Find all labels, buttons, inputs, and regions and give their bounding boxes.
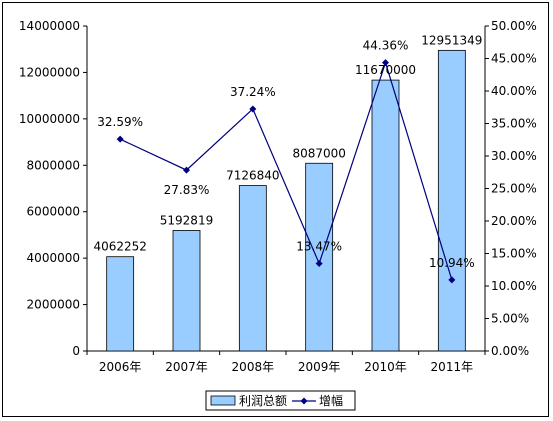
line-data-label: 44.36% (363, 39, 409, 53)
legend: 利润总额 增幅 (205, 390, 356, 411)
bar-data-label: 7126840 (226, 169, 279, 183)
y-left-tick-label: 8000000 (27, 158, 80, 172)
x-tick-label: 2011年 (431, 360, 474, 374)
y-right-tick-label: 0.00% (491, 344, 529, 358)
y-right-tick-label: 35.00% (491, 117, 537, 131)
line-point-marker (315, 259, 323, 267)
line-series-path (119, 60, 453, 281)
y-left-tick-label: 14000000 (19, 19, 80, 33)
line-layer (116, 59, 456, 284)
y-left-tick-label: 12000000 (19, 65, 80, 79)
line-data-label: 13.47% (296, 239, 342, 253)
bar-data-label: 8087000 (292, 146, 345, 160)
x-tick-label: 2007年 (165, 360, 208, 374)
line-point-marker (249, 105, 257, 113)
y-right-tick-label: 15.00% (491, 247, 537, 261)
bar-data-label: 4062252 (93, 240, 146, 254)
legend-label-line: 增幅 (319, 393, 343, 408)
legend-swatch-marker (300, 397, 308, 405)
line-point-marker (448, 276, 456, 284)
y-right-tick-label: 25.00% (491, 182, 537, 196)
bar (437, 49, 466, 352)
x-tick-label: 2008年 (232, 360, 275, 374)
line-point-marker (116, 135, 124, 143)
line-point-marker (382, 59, 389, 67)
y-right-tick-label: 5.00% (491, 312, 529, 326)
y-right-tick-label: 10.00% (491, 279, 537, 293)
y-right-tick-label: 50.00% (491, 19, 537, 33)
y-right-tick-label: 40.00% (491, 84, 537, 98)
bar (106, 256, 135, 352)
y-left-tick-label: 10000000 (19, 112, 80, 126)
line-data-label: 37.24% (230, 85, 276, 99)
x-tick-label: 2009年 (298, 360, 341, 374)
line-data-label: 32.59% (97, 115, 143, 129)
y-left-tick-label: 2000000 (27, 298, 80, 312)
y-right-tick-label: 45.00% (491, 52, 537, 66)
y-right-tick-label: 20.00% (491, 214, 537, 228)
data-labels-layer: 4062252 5192819 7126840 8087000 11670000 1295… (93, 33, 482, 270)
y-left-tick-label: 4000000 (27, 251, 80, 265)
x-tick-label: 2010年 (364, 360, 407, 374)
bars-layer (106, 49, 466, 352)
line-data-label: 27.83% (164, 183, 210, 197)
legend-label-bar: 利润总额 (239, 394, 287, 408)
bar (238, 185, 267, 352)
bar (305, 162, 334, 352)
y-left-tick-label: 0 (72, 344, 80, 358)
bar (371, 79, 400, 352)
y-right-tick-label: 30.00% (491, 149, 537, 163)
line-data-label: 10.94% (429, 256, 475, 270)
bar-data-label: 12951349 (421, 33, 482, 47)
legend-swatch-bar (210, 395, 236, 406)
y-left-tick-label: 6000000 (27, 205, 80, 219)
legend-box (205, 390, 356, 411)
line-point-marker (183, 166, 190, 174)
axes-layer: 0 2000000 4000000 6000000 8000000 10000000 120… (19, 19, 537, 374)
x-tick-label: 2006年 (99, 360, 142, 374)
bar-data-label: 11670000 (355, 63, 416, 77)
bar (172, 230, 201, 352)
bar-data-label: 5192819 (160, 213, 213, 227)
